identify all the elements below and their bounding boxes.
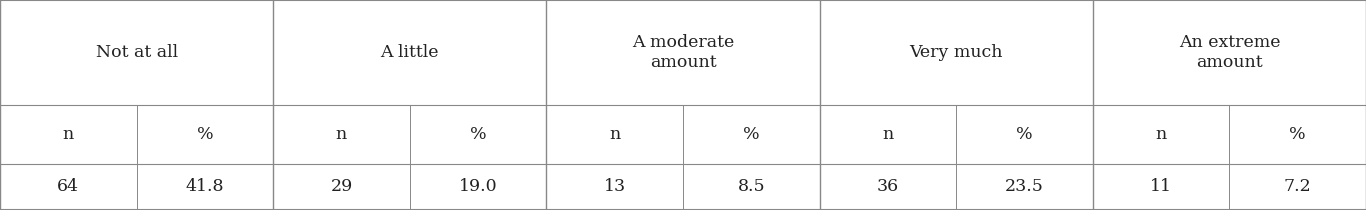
Text: 64: 64 — [57, 178, 79, 195]
Text: 7.2: 7.2 — [1284, 178, 1311, 195]
Text: 11: 11 — [1150, 178, 1172, 195]
Text: An extreme
amount: An extreme amount — [1179, 34, 1280, 71]
Text: %: % — [1290, 126, 1306, 143]
Text: 8.5: 8.5 — [738, 178, 765, 195]
Text: 23.5: 23.5 — [1005, 178, 1044, 195]
Text: 36: 36 — [877, 178, 899, 195]
Text: 41.8: 41.8 — [186, 178, 224, 195]
Text: 19.0: 19.0 — [459, 178, 497, 195]
Text: n: n — [63, 126, 74, 143]
Text: A little: A little — [381, 44, 438, 61]
Text: n: n — [336, 126, 347, 143]
Text: %: % — [743, 126, 759, 143]
Text: 13: 13 — [604, 178, 626, 195]
Text: n: n — [609, 126, 620, 143]
Text: %: % — [470, 126, 486, 143]
Text: %: % — [1016, 126, 1033, 143]
Text: n: n — [882, 126, 893, 143]
Text: 29: 29 — [331, 178, 352, 195]
Text: Very much: Very much — [910, 44, 1003, 61]
Text: n: n — [1156, 126, 1167, 143]
Text: A moderate
amount: A moderate amount — [632, 34, 734, 71]
Text: Not at all: Not at all — [96, 44, 178, 61]
Text: %: % — [197, 126, 213, 143]
